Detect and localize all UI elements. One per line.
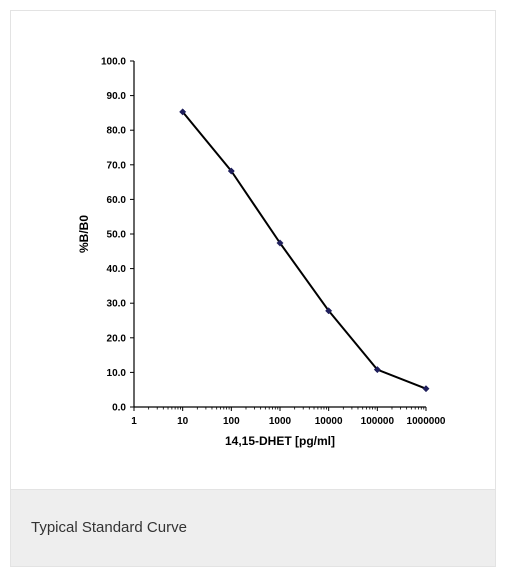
y-tick-label: 60.0 — [107, 195, 127, 206]
x-tick-label: 10000 — [315, 416, 343, 427]
y-tick-label: 0.0 — [112, 403, 126, 414]
y-tick-label: 100.0 — [101, 57, 126, 68]
y-tick-label: 20.0 — [107, 333, 127, 344]
x-tick-label: 10 — [177, 416, 189, 427]
x-axis-title: 14,15-DHET [pg/ml] — [225, 434, 335, 448]
y-tick-label: 70.0 — [107, 160, 127, 171]
data-point — [276, 239, 284, 247]
x-tick-label: 1000 — [269, 416, 292, 427]
y-axis-title: %B/B0 — [77, 215, 91, 253]
caption-bar: Typical Standard Curve — [11, 489, 495, 566]
y-tick-label: 10.0 — [107, 368, 127, 379]
y-tick-label: 40.0 — [107, 264, 127, 275]
y-tick-label: 30.0 — [107, 299, 127, 310]
data-point — [373, 366, 381, 374]
series-line — [181, 111, 427, 390]
x-tick-label: 1000000 — [407, 416, 446, 427]
axes — [133, 61, 426, 408]
standard-curve-chart: 0.0 10.0 20.0 30.0 40.0 50.0 60.0 70.0 80.0 90.0 1… — [77, 57, 446, 449]
x-tick-label: 100000 — [361, 416, 395, 427]
standard-curve-figure: 0.0 10.0 20.0 30.0 40.0 50.0 60.0 70.0 80.0 90.0 1… — [11, 11, 495, 489]
y-tick-label: 50.0 — [107, 230, 127, 241]
figure-card: 0.0 10.0 20.0 30.0 40.0 50.0 60.0 70.0 80.0 90.0 1… — [10, 10, 496, 567]
y-tick-label: 90.0 — [107, 91, 127, 102]
x-tick-label: 100 — [223, 416, 240, 427]
data-point — [227, 167, 235, 175]
ticks: 0.0 10.0 20.0 30.0 40.0 50.0 60.0 70.0 80.0 90.0 1… — [101, 57, 446, 428]
data-point — [325, 307, 333, 315]
x-tick-label: 1 — [131, 416, 137, 427]
y-tick-label: 80.0 — [107, 126, 127, 137]
data-point — [179, 108, 187, 116]
figure-caption: Typical Standard Curve — [31, 519, 187, 536]
data-point — [422, 385, 430, 393]
series — [179, 108, 430, 393]
